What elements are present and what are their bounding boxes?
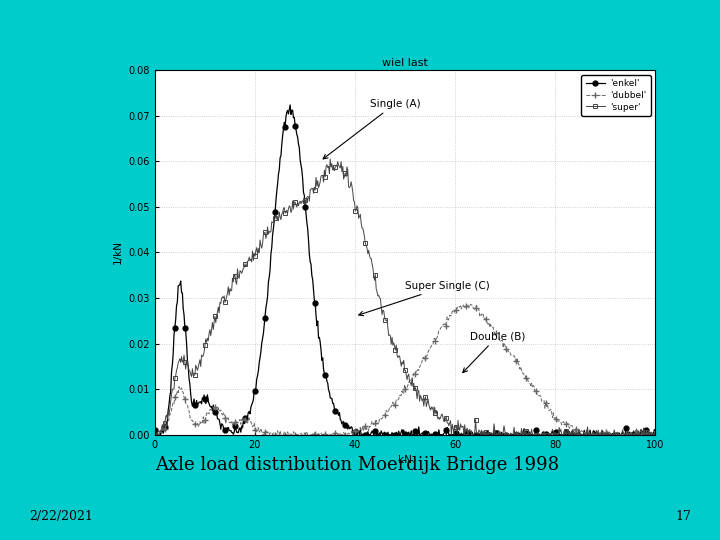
Text: Axle load distribution Moerdijk Bridge 1998: Axle load distribution Moerdijk Bridge 1… bbox=[155, 456, 559, 474]
'dubbel' bbox=[467, 301, 475, 308]
'enkel' bbox=[150, 427, 159, 433]
'super' bbox=[485, 430, 494, 436]
Line: 'dubbel': 'dubbel' bbox=[152, 302, 658, 437]
Text: 17: 17 bbox=[675, 510, 691, 523]
'dubbel' bbox=[151, 431, 160, 438]
'dubbel' bbox=[150, 431, 159, 438]
'dubbel' bbox=[446, 313, 455, 319]
'super' bbox=[446, 417, 455, 424]
'dubbel' bbox=[280, 429, 289, 435]
'super' bbox=[326, 156, 335, 163]
'dubbel' bbox=[486, 321, 495, 328]
'dubbel' bbox=[651, 431, 660, 438]
'enkel' bbox=[651, 431, 660, 438]
'dubbel' bbox=[378, 415, 387, 422]
'dubbel' bbox=[240, 415, 248, 421]
Line: 'super': 'super' bbox=[153, 157, 657, 437]
'enkel' bbox=[151, 431, 160, 438]
'enkel' bbox=[447, 431, 456, 438]
'super' bbox=[651, 430, 660, 437]
'super' bbox=[378, 312, 387, 318]
Legend: 'enkel', 'dubbel', 'super': 'enkel', 'dubbel', 'super' bbox=[581, 75, 651, 116]
'super' bbox=[279, 206, 288, 212]
'enkel' bbox=[286, 102, 294, 108]
Y-axis label: 1/kN: 1/kN bbox=[113, 240, 123, 265]
'enkel' bbox=[240, 420, 248, 427]
'dubbel' bbox=[529, 382, 538, 389]
Text: Single (A): Single (A) bbox=[323, 99, 420, 159]
'enkel' bbox=[486, 431, 495, 438]
'enkel' bbox=[379, 431, 387, 438]
'super' bbox=[528, 431, 536, 437]
Line: 'enkel': 'enkel' bbox=[153, 103, 657, 437]
Text: Double (B): Double (B) bbox=[463, 331, 526, 373]
'super' bbox=[150, 431, 159, 438]
Text: 2/22/2021: 2/22/2021 bbox=[29, 510, 93, 523]
Text: Super Single (C): Super Single (C) bbox=[359, 281, 490, 316]
X-axis label: kN: kN bbox=[398, 455, 412, 465]
'super' bbox=[239, 265, 248, 272]
Title: wiel last: wiel last bbox=[382, 58, 428, 68]
'enkel' bbox=[280, 119, 289, 125]
'enkel' bbox=[529, 431, 538, 438]
